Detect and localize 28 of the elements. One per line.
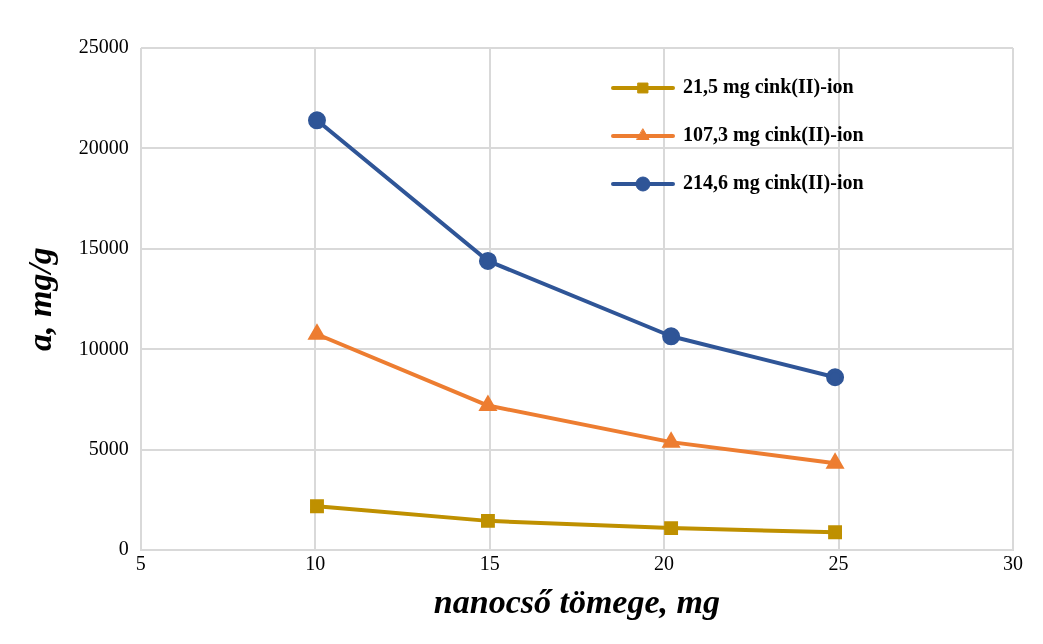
legend-label: 214,6 mg cink(II)-ion [683, 171, 864, 195]
x-tick-label: 5 [135, 552, 146, 575]
point [480, 513, 495, 528]
x-tick-label: 10 [305, 552, 326, 575]
y-tick-label: 10000 [78, 336, 129, 359]
y-tick-label: 20000 [78, 135, 129, 158]
point [478, 251, 497, 270]
x-tick-label: 20 [654, 552, 675, 575]
y-tick-label: 25000 [78, 35, 129, 58]
y-tick-label: 5000 [88, 437, 129, 460]
legend-label: 107,3 mg cink(II)-ion [683, 123, 864, 147]
point [664, 521, 679, 536]
y-axis-title: a, mg/g [21, 247, 59, 352]
legend-label: 21,5 mg cink(II)-ion [683, 75, 854, 99]
y-tick-label: 15000 [78, 236, 129, 259]
point [310, 499, 324, 514]
point [662, 327, 681, 346]
point [826, 368, 845, 387]
x-tick-label: 15 [479, 552, 500, 575]
point [663, 433, 680, 448]
x-tick-label: 25 [828, 552, 849, 575]
y-tick-label: 0 [118, 537, 129, 560]
x-axis-title: nanocső tömege, mg [433, 583, 720, 621]
point [827, 454, 844, 469]
point [308, 325, 326, 340]
point [307, 111, 326, 130]
x-tick-label: 30 [1003, 552, 1023, 575]
point [828, 525, 843, 540]
